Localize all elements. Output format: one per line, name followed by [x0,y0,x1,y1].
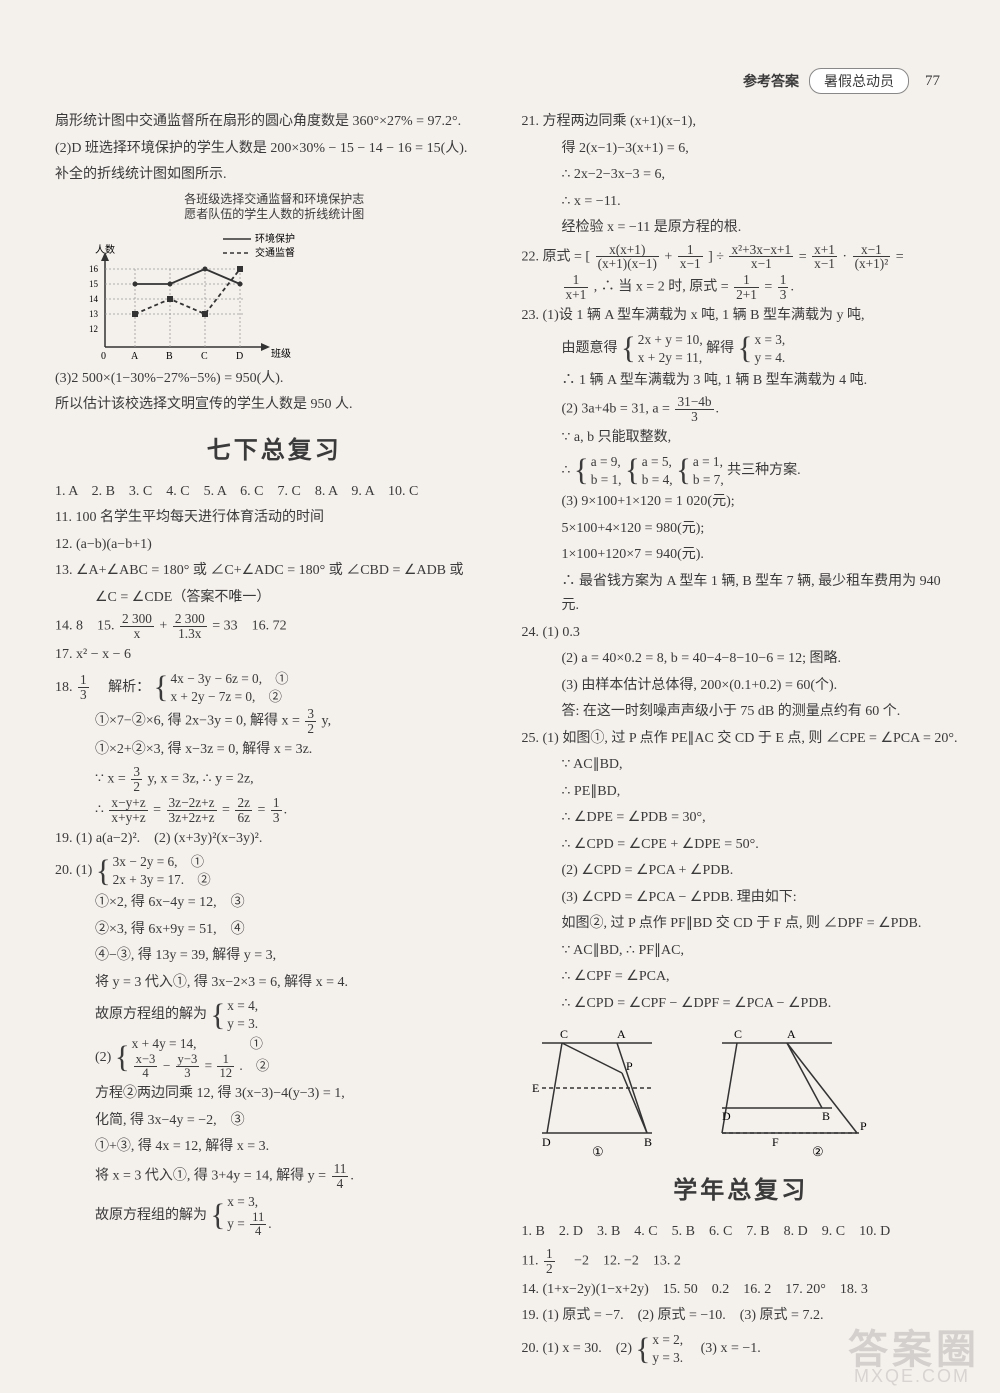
svg-text:P: P [860,1119,867,1133]
watermark-url: MXQE.COM [854,1366,970,1387]
header-ref: 参考答案 [743,71,799,91]
page-header: 参考答案 暑假总动员 77 [743,68,940,94]
svg-text:交通监督: 交通监督 [255,246,295,259]
text: 补全的折线统计图如图所示. [55,163,494,188]
section-title: 七下总复习 [55,430,494,472]
svg-text:14: 14 [89,294,99,304]
svg-text:C: C [201,351,208,362]
text: 13. ∠A+∠ABC = 180° 或 ∠C+∠ADC = 180° 或 ∠C… [55,559,494,584]
svg-text:B: B [822,1109,830,1123]
left-column: 扇形统计图中交通监督所在扇形的圆心角度数是 360°×27% = 97.2°. … [55,110,494,1369]
svg-text:C: C [734,1027,742,1041]
text: 12. (a−b)(a−b+1) [55,533,494,558]
svg-text:12: 12 [89,324,98,334]
text: (2)D 班选择环境保护的学生人数是 200×30% − 15 − 14 − 1… [55,137,494,162]
svg-text:C: C [560,1027,568,1041]
svg-text:E: E [532,1081,539,1095]
text: 11. 100 名学生平均每天进行体育活动的时间 [55,506,494,531]
text: 18. 13 解析： { 4x − 3y − 6z = 0, ①x + 2y −… [55,670,494,706]
section-title: 学年总复习 [522,1170,961,1212]
svg-text:D: D [722,1109,731,1123]
line-chart: 环境保护 交通监督 人数 班级 16 15 14 13 12 [55,227,494,367]
text: (3)2 500×(1−30%−27%−5%) = 950(人). [55,367,494,392]
svg-text:环境保护: 环境保护 [255,232,295,245]
svg-text:D: D [236,351,243,362]
svg-text:B: B [644,1135,652,1149]
svg-text:F: F [772,1135,779,1149]
svg-text:A: A [617,1027,626,1041]
text: 14. 8 15. 2 300x + 2 3001.3x = 33 16. 72 [55,612,494,641]
svg-text:13: 13 [89,309,99,319]
svg-text:B: B [166,351,173,362]
svg-text:P: P [626,1059,633,1073]
chart-title: 各班级选择交通监督和环境保护志 愿者队伍的学生人数的折线统计图 [55,192,494,223]
svg-text:班级: 班级 [271,348,291,360]
answer-row: 1. B 2. D 3. B 4. C 5. B 6. C 7. B 8. D … [522,1220,961,1245]
geometry-diagram: C A P E D B ① [522,1018,961,1158]
page-number: 77 [925,73,940,90]
svg-text:A: A [787,1027,796,1041]
svg-text:0: 0 [101,351,106,362]
svg-text:①: ① [592,1144,604,1158]
right-column: 21. 方程两边同乘 (x+1)(x−1), 得 2(x−1)−3(x+1) =… [522,110,961,1369]
svg-text:D: D [542,1135,551,1149]
text: 扇形统计图中交通监督所在扇形的圆心角度数是 360°×27% = 97.2°. [55,110,494,135]
svg-text:16: 16 [89,264,99,274]
text: 所以估计该校选择文明宣传的学生人数是 950 人. [55,393,494,418]
svg-text:人数: 人数 [95,243,115,256]
text: 17. x² − x − 6 [55,643,494,668]
svg-text:15: 15 [89,279,99,289]
svg-text:②: ② [812,1144,824,1158]
header-pill: 暑假总动员 [809,68,909,94]
text: ∠C = ∠CDE（答案不唯一） [55,586,494,611]
answer-row: 1. A 2. B 3. C 4. C 5. A 6. C 7. C 8. A … [55,480,494,505]
svg-text:A: A [131,351,139,362]
